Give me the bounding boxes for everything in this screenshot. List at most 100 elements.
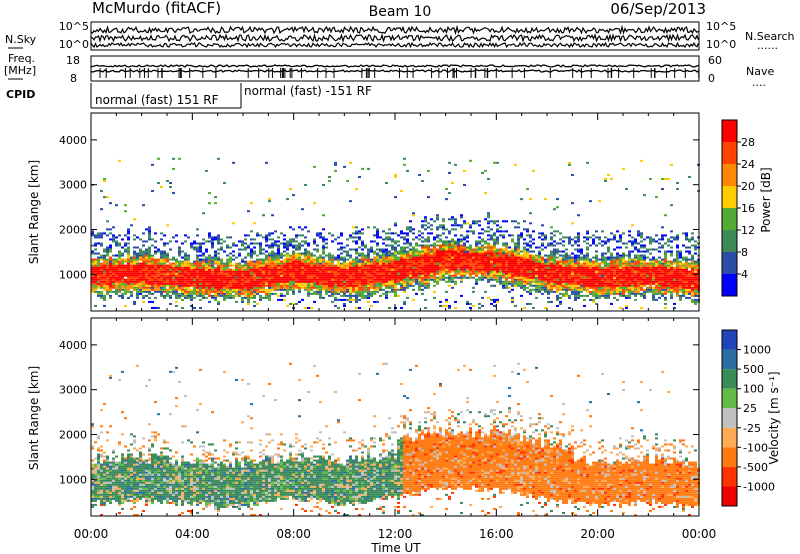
power-cell	[196, 288, 199, 291]
power-cell	[424, 240, 427, 243]
power-cell	[298, 290, 301, 293]
power-cell	[244, 294, 247, 297]
power-cell	[388, 258, 391, 261]
power-cell	[157, 250, 160, 253]
power-cell	[313, 272, 316, 275]
power-cell	[619, 286, 622, 289]
power-cell	[427, 274, 430, 277]
power-cell	[541, 282, 544, 285]
power-cell	[442, 278, 445, 281]
power-cell	[601, 280, 604, 283]
power-cell	[370, 290, 373, 293]
power-cell	[175, 262, 178, 265]
power-cell	[160, 262, 163, 265]
power-cell	[244, 284, 247, 287]
power-cell	[523, 262, 526, 265]
power-cell	[337, 282, 340, 285]
power-cell	[406, 234, 409, 237]
power-cell	[577, 244, 580, 247]
power-cell	[343, 294, 346, 297]
power-cell	[427, 256, 430, 259]
power-cell	[619, 272, 622, 275]
power-cell	[613, 272, 616, 275]
power-cell	[622, 278, 625, 281]
power-cell	[595, 290, 598, 293]
power-cell	[556, 272, 559, 275]
power-cell	[586, 280, 589, 283]
power-cell	[97, 286, 100, 289]
power-cell	[442, 256, 445, 259]
power-cell	[259, 234, 262, 237]
power-cell	[427, 169, 430, 172]
power-cell	[601, 268, 604, 271]
power-cell	[106, 234, 109, 237]
power-cell	[658, 256, 661, 259]
power-cell	[517, 252, 520, 255]
power-cell	[571, 264, 574, 267]
power-cell	[553, 230, 556, 233]
power-cell	[361, 256, 364, 259]
power-cell	[436, 254, 439, 257]
power-cell	[529, 258, 532, 261]
power-cell	[424, 252, 427, 255]
power-cell	[580, 294, 583, 297]
power-cell	[571, 288, 574, 291]
power-cell	[250, 266, 253, 269]
power-cell	[193, 280, 196, 283]
power-cell	[463, 260, 466, 263]
power-cell	[343, 276, 346, 279]
power-cell	[664, 252, 667, 255]
power-cell	[295, 272, 298, 275]
power-cell	[259, 270, 262, 273]
power-cell	[577, 236, 580, 239]
power-cell	[289, 238, 292, 241]
power-cell	[400, 190, 403, 193]
power-cell	[664, 262, 667, 265]
power-cell	[661, 286, 664, 289]
power-cell	[307, 274, 310, 277]
power-cell	[409, 230, 412, 233]
power-cell	[223, 278, 226, 281]
power-cell	[196, 266, 199, 269]
power-cell	[613, 238, 616, 241]
power-cell	[247, 274, 250, 277]
power-cell	[286, 274, 289, 277]
power-cell	[286, 268, 289, 271]
power-cell	[136, 280, 139, 283]
power-cell	[655, 270, 658, 273]
power-cell	[145, 240, 148, 243]
power-cell	[268, 234, 271, 237]
power-cell	[214, 280, 217, 283]
power-cell	[322, 256, 325, 259]
power-cell	[229, 288, 232, 291]
power-cell	[427, 270, 430, 273]
power-cell	[253, 284, 256, 287]
power-cell	[412, 250, 415, 253]
power-cell	[448, 240, 451, 243]
power-cell	[169, 282, 172, 285]
power-cell	[208, 288, 211, 291]
power-cell	[556, 288, 559, 291]
power-cell	[292, 264, 295, 267]
power-cell	[442, 254, 445, 257]
power-cell	[508, 254, 511, 257]
power-cell	[478, 242, 481, 245]
power-cell	[652, 256, 655, 259]
power-cell	[478, 254, 481, 257]
power-cell	[94, 304, 97, 307]
power-cell	[556, 270, 559, 273]
power-cell	[505, 246, 508, 249]
power-cell	[439, 304, 442, 307]
power-cell	[352, 286, 355, 289]
power-cell	[250, 278, 253, 281]
power-cell	[316, 244, 319, 247]
power-cell	[355, 232, 358, 235]
power-cell	[667, 262, 670, 265]
power-cell	[664, 280, 667, 283]
power-cell	[391, 288, 394, 291]
power-cell	[181, 274, 184, 277]
power-cell	[217, 264, 220, 267]
power-cell	[607, 276, 610, 279]
power-cell	[577, 290, 580, 293]
power-cell	[277, 250, 280, 253]
